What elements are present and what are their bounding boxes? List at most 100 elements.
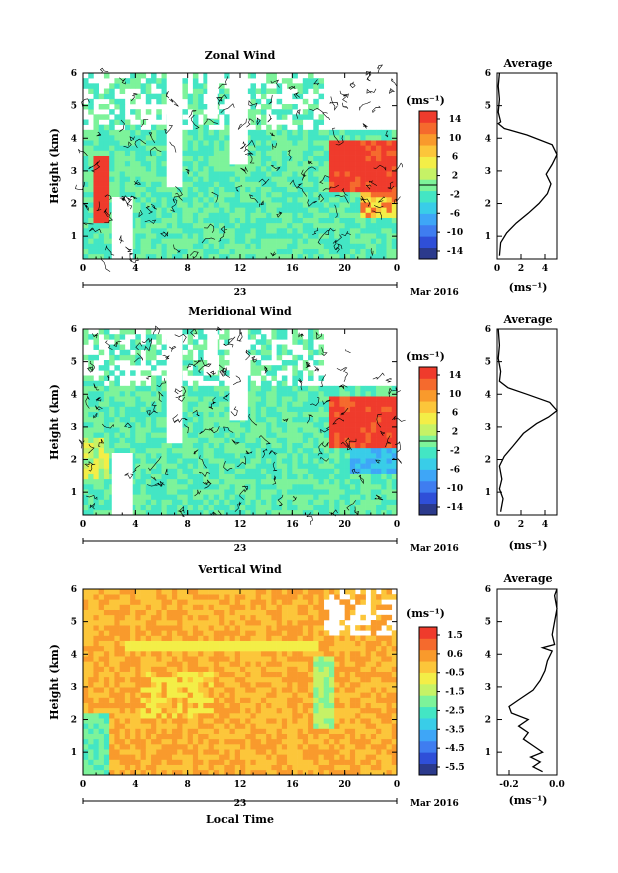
heatmap-cell <box>224 88 230 94</box>
heatmap-cell <box>308 233 314 239</box>
heatmap-cell <box>171 609 178 616</box>
heatmap-cell <box>328 171 335 177</box>
heatmap-cell <box>98 733 105 740</box>
heatmap-cell <box>302 494 309 500</box>
heatmap-cell <box>349 160 356 167</box>
heatmap-cell <box>145 458 152 464</box>
heatmap-cell <box>198 458 204 464</box>
contour-line <box>372 105 381 114</box>
heatmap-cell <box>151 494 157 500</box>
heatmap-cell <box>93 442 99 449</box>
heatmap-cell <box>198 129 204 136</box>
heatmap-cell <box>355 422 361 428</box>
heatmap-cell <box>281 145 288 151</box>
heatmap-cell <box>171 645 178 652</box>
heatmap-cell <box>124 589 131 595</box>
heatmap-cell <box>161 98 168 105</box>
heatmap-cell <box>88 140 94 146</box>
heatmap-cell <box>219 406 225 412</box>
contour-line <box>342 102 349 110</box>
heatmap-cell <box>130 614 136 621</box>
heatmap-cell <box>281 253 288 260</box>
heatmap-cell <box>156 166 162 172</box>
heatmap-cell <box>140 207 147 213</box>
heatmap-cell <box>339 484 345 490</box>
heatmap-cell <box>198 635 204 641</box>
heatmap-cell <box>255 489 262 495</box>
colorbar-swatch <box>419 122 437 135</box>
heatmap-cell <box>281 191 288 198</box>
heatmap-cell <box>151 442 157 449</box>
heatmap-cell <box>213 396 220 402</box>
heatmap-cell <box>98 202 105 208</box>
heatmap-cell <box>381 155 387 162</box>
heatmap-cell <box>349 442 356 449</box>
heatmap-cell <box>198 620 204 626</box>
heatmap-cell <box>203 661 209 667</box>
heatmap-cell <box>114 645 120 652</box>
heatmap-cell <box>208 738 215 745</box>
heatmap-cell <box>135 656 141 662</box>
heatmap-cell <box>124 416 131 423</box>
heatmap-cell <box>98 458 105 464</box>
heatmap-cell <box>302 504 309 511</box>
heatmap-cell <box>151 207 157 213</box>
heatmap-cell <box>297 166 304 172</box>
heatmap-cell <box>140 589 147 595</box>
meridional-month-label: Mar 2016 <box>410 544 459 554</box>
heatmap-cell <box>187 620 194 626</box>
heatmap-cell <box>360 176 366 182</box>
heatmap-cell <box>250 202 256 208</box>
heatmap-cell <box>156 599 162 605</box>
heatmap-cell <box>208 253 215 260</box>
heatmap-cell <box>198 723 204 729</box>
contour-line <box>200 357 212 367</box>
heatmap-cell <box>271 329 277 335</box>
heatmap-cell <box>135 171 141 177</box>
heatmap-cell <box>219 233 225 239</box>
heatmap-cell <box>171 635 178 641</box>
heatmap-cell <box>360 145 366 151</box>
heatmap-cell <box>370 504 377 511</box>
heatmap-cell <box>224 129 230 136</box>
heatmap-cell <box>240 197 246 203</box>
heatmap-cell <box>334 186 340 193</box>
heatmap-cell <box>318 176 325 182</box>
heatmap-cell <box>151 93 157 100</box>
heatmap-cell <box>302 453 309 459</box>
heatmap-cell <box>88 197 94 203</box>
heatmap-cell <box>334 427 340 433</box>
heatmap-cell <box>135 114 141 120</box>
heatmap-cell <box>109 437 115 443</box>
heatmap-cell <box>260 88 267 94</box>
heatmap-cell <box>229 217 236 224</box>
heatmap-cell <box>124 599 131 605</box>
heatmap-cell <box>93 166 99 172</box>
contour-line <box>272 461 278 472</box>
heatmap-cell <box>250 344 256 350</box>
heatmap-cell <box>271 489 277 495</box>
heatmap-cell <box>161 406 168 412</box>
heatmap-cell <box>88 186 94 193</box>
heatmap-cell <box>386 447 393 454</box>
heatmap-cell <box>328 427 335 433</box>
heatmap-cell <box>93 119 99 125</box>
heatmap-cell <box>266 238 272 244</box>
heatmap-cell <box>328 463 335 469</box>
heatmap-cell <box>109 769 115 776</box>
heatmap-cell <box>151 427 157 433</box>
heatmap-cell <box>250 453 256 459</box>
heatmap-cell <box>381 176 387 182</box>
heatmap-cell <box>156 594 162 600</box>
heatmap-cell <box>182 432 188 438</box>
heatmap-cell <box>213 416 220 423</box>
heatmap-cell <box>344 150 351 156</box>
contour-line <box>138 210 143 218</box>
heatmap-cell <box>187 354 194 361</box>
heatmap-cell <box>114 78 120 84</box>
heatmap-cell <box>208 422 215 428</box>
contour-line <box>204 479 212 489</box>
heatmap-cell <box>360 468 366 474</box>
heatmap-cell <box>266 145 272 151</box>
heatmap-cell <box>308 484 314 490</box>
